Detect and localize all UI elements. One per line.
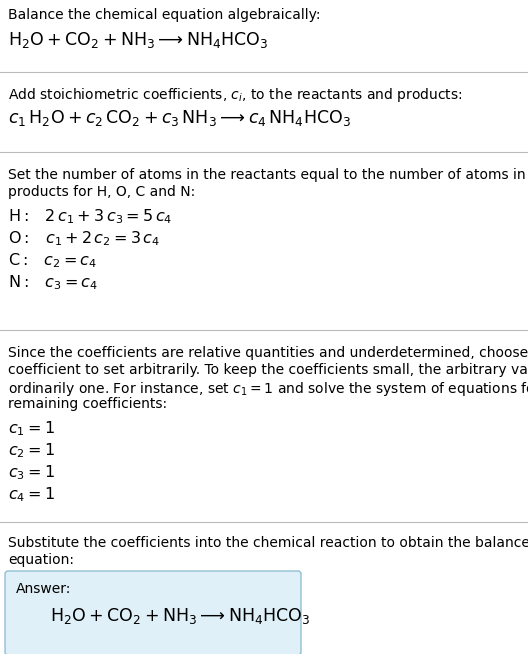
Text: coefficient to set arbitrarily. To keep the coefficients small, the arbitrary va: coefficient to set arbitrarily. To keep … bbox=[8, 363, 528, 377]
Text: $c_1 = 1$: $c_1 = 1$ bbox=[8, 419, 55, 438]
Text: equation:: equation: bbox=[8, 553, 74, 567]
Text: $\mathrm{O:}\;\;\; c_1 + 2\,c_2 = 3\,c_4$: $\mathrm{O:}\;\;\; c_1 + 2\,c_2 = 3\,c_4… bbox=[8, 229, 160, 248]
Text: $c_1\,\mathrm{H_2O} + c_2\,\mathrm{CO_2} + c_3\,\mathrm{NH_3} \longrightarrow c_: $c_1\,\mathrm{H_2O} + c_2\,\mathrm{CO_2}… bbox=[8, 108, 351, 128]
Text: remaining coefficients:: remaining coefficients: bbox=[8, 397, 167, 411]
Text: $c_2 = 1$: $c_2 = 1$ bbox=[8, 441, 55, 460]
Text: Substitute the coefficients into the chemical reaction to obtain the balanced: Substitute the coefficients into the che… bbox=[8, 536, 528, 550]
Text: ordinarily one. For instance, set $c_1 = 1$ and solve the system of equations fo: ordinarily one. For instance, set $c_1 =… bbox=[8, 380, 528, 398]
FancyBboxPatch shape bbox=[5, 571, 301, 654]
Text: $c_4 = 1$: $c_4 = 1$ bbox=[8, 485, 55, 504]
Text: Set the number of atoms in the reactants equal to the number of atoms in the: Set the number of atoms in the reactants… bbox=[8, 168, 528, 182]
Text: Since the coefficients are relative quantities and underdetermined, choose a: Since the coefficients are relative quan… bbox=[8, 346, 528, 360]
Text: $\mathrm{H_2O + CO_2 + NH_3} \longrightarrow \mathrm{NH_4HCO_3}$: $\mathrm{H_2O + CO_2 + NH_3} \longrighta… bbox=[50, 606, 310, 626]
Text: $\mathrm{C:}\;\;\; c_2 = c_4$: $\mathrm{C:}\;\;\; c_2 = c_4$ bbox=[8, 251, 97, 269]
Text: $\mathrm{N:}\;\;\; c_3 = c_4$: $\mathrm{N:}\;\;\; c_3 = c_4$ bbox=[8, 273, 98, 292]
Text: $\mathrm{H_2O + CO_2 + NH_3} \longrightarrow \mathrm{NH_4HCO_3}$: $\mathrm{H_2O + CO_2 + NH_3} \longrighta… bbox=[8, 30, 268, 50]
Text: $\mathrm{H:}\;\;\; 2\,c_1 + 3\,c_3 = 5\,c_4$: $\mathrm{H:}\;\;\; 2\,c_1 + 3\,c_3 = 5\,… bbox=[8, 207, 172, 226]
Text: Balance the chemical equation algebraically:: Balance the chemical equation algebraica… bbox=[8, 8, 320, 22]
Text: $c_3 = 1$: $c_3 = 1$ bbox=[8, 463, 55, 482]
Text: products for H, O, C and N:: products for H, O, C and N: bbox=[8, 185, 195, 199]
Text: Answer:: Answer: bbox=[16, 582, 71, 596]
Text: Add stoichiometric coefficients, $c_i$, to the reactants and products:: Add stoichiometric coefficients, $c_i$, … bbox=[8, 86, 463, 104]
